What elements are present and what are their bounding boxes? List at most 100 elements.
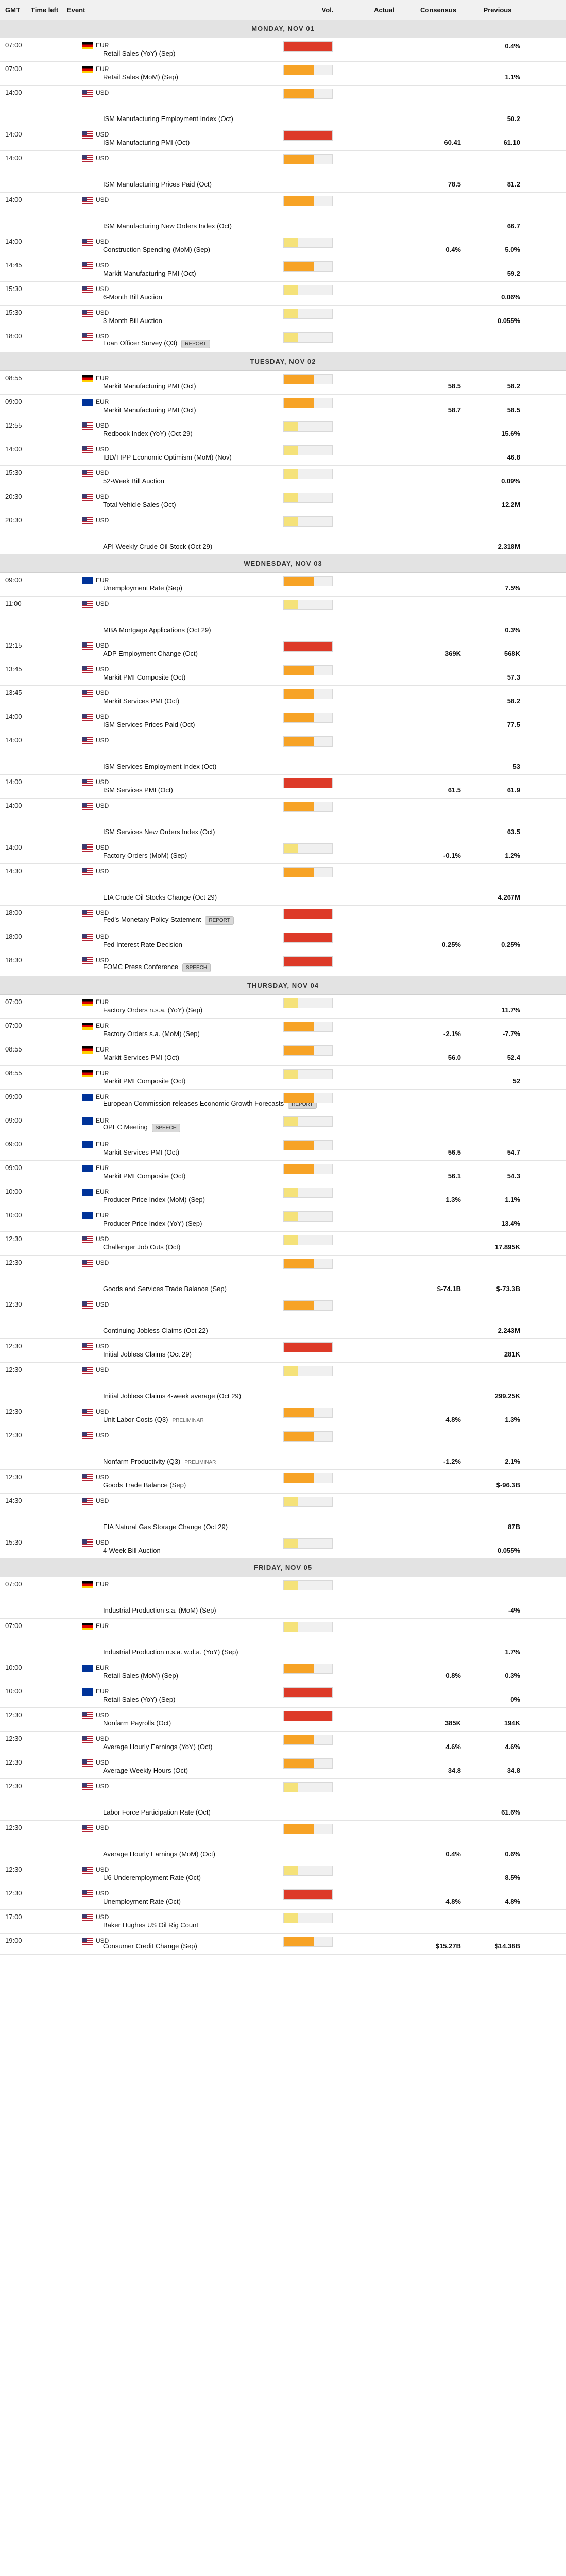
event-title[interactable]: Unit Labor Costs (Q3) xyxy=(103,1416,168,1423)
event-name[interactable]: Initial Jobless Claims 4-week average (O… xyxy=(103,1392,241,1400)
event-title[interactable]: Retail Sales (MoM) (Sep) xyxy=(103,73,178,81)
event-row[interactable]: 07:00 EUR Industrial Production s.a. (MoM)… xyxy=(0,1577,566,1619)
event-name[interactable]: Unemployment Rate (Oct) xyxy=(103,1897,181,1905)
event-title[interactable]: Markit Services PMI (Oct) xyxy=(103,697,180,705)
event-title[interactable]: Redbook Index (YoY) (Oct 29) xyxy=(103,430,193,437)
event-title[interactable]: MBA Mortgage Applications (Oct 29) xyxy=(103,626,211,634)
event-title[interactable]: OPEC Meeting xyxy=(103,1123,148,1131)
event-title[interactable]: ISM Manufacturing New Orders Index (Oct) xyxy=(103,222,232,230)
event-row[interactable]: 20:30 USD API Weekly Crude Oil Stock (Oct … xyxy=(0,513,566,555)
event-name[interactable]: API Weekly Crude Oil Stock (Oct 29) xyxy=(103,543,212,550)
event-name[interactable]: 52-Week Bill Auction xyxy=(103,477,164,485)
event-row[interactable]: 14:00 USD ISM Manufacturing Employment Ind… xyxy=(0,86,566,127)
event-row[interactable]: 17:00 USD Baker Hughes US Oil Rig Count xyxy=(0,1910,566,1934)
event-title[interactable]: Average Hourly Earnings (MoM) (Oct) xyxy=(103,1850,215,1858)
event-title[interactable]: Challenger Job Cuts (Oct) xyxy=(103,1243,181,1251)
event-row[interactable]: 14:00 USD ISM Services Prices Paid (Oct) 77… xyxy=(0,709,566,733)
event-title[interactable]: Industrial Production n.s.a. w.d.a. (YoY… xyxy=(103,1648,238,1656)
event-title[interactable]: Markit Services PMI (Oct) xyxy=(103,1148,180,1156)
event-row[interactable]: 18:30 USD FOMC Press Conference SPEECH xyxy=(0,953,566,977)
event-row[interactable]: 12:30 USD Challenger Job Cuts (Oct) 17.895K xyxy=(0,1232,566,1256)
event-title[interactable]: ISM Manufacturing Prices Paid (Oct) xyxy=(103,180,212,188)
event-row[interactable]: 07:00 EUR Factory Orders s.a. (MoM) (Sep) -… xyxy=(0,1019,566,1042)
event-row[interactable]: 09:00 EUR Markit Manufacturing PMI (Oct) 58… xyxy=(0,395,566,418)
event-title[interactable]: Retail Sales (YoY) (Sep) xyxy=(103,1696,176,1703)
event-title[interactable]: IBD/TIPP Economic Optimism (MoM) (Nov) xyxy=(103,453,232,461)
event-name[interactable]: Total Vehicle Sales (Oct) xyxy=(103,501,176,509)
event-row[interactable]: 12:30 USD Goods and Services Trade Balance… xyxy=(0,1256,566,1297)
event-title[interactable]: Markit Manufacturing PMI (Oct) xyxy=(103,406,196,414)
event-title[interactable]: ISM Services Prices Paid (Oct) xyxy=(103,721,195,728)
event-title[interactable]: API Weekly Crude Oil Stock (Oct 29) xyxy=(103,543,213,550)
event-row[interactable]: 14:00 USD ISM Manufacturing Prices Paid (O… xyxy=(0,151,566,193)
event-name[interactable]: Challenger Job Cuts (Oct) xyxy=(103,1243,180,1251)
event-title[interactable]: Initial Jobless Claims (Oct 29) xyxy=(103,1350,192,1358)
event-title[interactable]: Markit Manufacturing PMI (Oct) xyxy=(103,382,196,390)
event-title[interactable]: Producer Price Index (MoM) (Sep) xyxy=(103,1196,205,1204)
event-title[interactable]: Fed's Monetary Policy Statement xyxy=(103,916,201,923)
event-name[interactable]: ISM Manufacturing Employment Index (Oct) xyxy=(103,115,233,123)
event-name[interactable]: EIA Natural Gas Storage Change (Oct 29) xyxy=(103,1523,228,1531)
event-row[interactable]: 15:30 USD 4-Week Bill Auction 0.055% xyxy=(0,1535,566,1559)
event-name[interactable]: ISM Manufacturing PMI (Oct) xyxy=(103,139,190,146)
event-row[interactable]: 14:00 USD Construction Spending (MoM) (Sep… xyxy=(0,234,566,258)
event-row[interactable]: 09:00 EUR Markit Services PMI (Oct) 56.5 54.… xyxy=(0,1137,566,1161)
event-row[interactable]: 12:30 USD Average Hourly Earnings (MoM) (O… xyxy=(0,1821,566,1862)
event-title[interactable]: Retail Sales (MoM) (Sep) xyxy=(103,1672,178,1680)
event-title[interactable]: Markit PMI Composite (Oct) xyxy=(103,1172,186,1180)
event-name[interactable]: Markit PMI Composite (Oct) xyxy=(103,673,185,681)
event-name[interactable]: 4-Week Bill Auction xyxy=(103,1547,161,1554)
event-name[interactable]: Continuing Jobless Claims (Oct 22) xyxy=(103,1327,208,1334)
event-row[interactable]: 20:30 USD Total Vehicle Sales (Oct) 12.2M xyxy=(0,489,566,513)
event-name[interactable]: ADP Employment Change (Oct) xyxy=(103,650,198,657)
event-row[interactable]: 08:55 EUR Markit PMI Composite (Oct) 52 xyxy=(0,1066,566,1090)
event-title[interactable]: EIA Natural Gas Storage Change (Oct 29) xyxy=(103,1523,228,1531)
event-row[interactable]: 07:00 EUR Retail Sales (MoM) (Sep) 1.1% xyxy=(0,62,566,86)
event-title[interactable]: ISM Manufacturing PMI (Oct) xyxy=(103,139,190,146)
event-title[interactable]: 4-Week Bill Auction xyxy=(103,1547,161,1554)
event-name[interactable]: Retail Sales (YoY) (Sep) xyxy=(103,1696,175,1703)
event-title[interactable]: Construction Spending (MoM) (Sep) xyxy=(103,246,211,253)
event-name[interactable]: Industrial Production n.s.a. w.d.a. (YoY… xyxy=(103,1648,238,1656)
event-row[interactable]: 13:45 USD Markit PMI Composite (Oct) 57.3 xyxy=(0,662,566,686)
event-title[interactable]: 3-Month Bill Auction xyxy=(103,317,162,325)
event-title[interactable]: European Commission releases Economic Gr… xyxy=(103,1099,284,1107)
event-name[interactable]: Markit Manufacturing PMI (Oct) xyxy=(103,406,196,414)
event-title[interactable]: Initial Jobless Claims 4-week average (O… xyxy=(103,1392,242,1400)
event-name[interactable]: Initial Jobless Claims (Oct 29) xyxy=(103,1350,192,1358)
event-row[interactable]: 15:30 USD 52-Week Bill Auction 0.09% xyxy=(0,466,566,489)
event-title[interactable]: Markit PMI Composite (Oct) xyxy=(103,673,186,681)
event-row[interactable]: 12:30 USD Goods Trade Balance (Sep) $-96.3B xyxy=(0,1470,566,1494)
event-name[interactable]: ISM Manufacturing Prices Paid (Oct) xyxy=(103,180,212,188)
event-row[interactable]: 14:00 USD IBD/TIPP Economic Optimism (MoM)… xyxy=(0,442,566,466)
event-row[interactable]: 14:00 USD ISM Manufacturing New Orders Ind… xyxy=(0,193,566,234)
event-name[interactable]: Consumer Credit Change (Sep) xyxy=(103,1942,197,1950)
event-row[interactable]: 14:30 USD EIA Natural Gas Storage Change (… xyxy=(0,1494,566,1535)
event-name[interactable]: Redbook Index (YoY) (Oct 29) xyxy=(103,430,193,437)
event-name[interactable]: MBA Mortgage Applications (Oct 29) xyxy=(103,626,211,634)
event-row[interactable]: 12:30 USD Unemployment Rate (Oct) 4.8% 4.8% xyxy=(0,1886,566,1910)
event-name[interactable]: Markit Manufacturing PMI (Oct) xyxy=(103,269,196,277)
event-name[interactable]: Retail Sales (MoM) (Sep) xyxy=(103,73,178,81)
event-title[interactable]: ISM Manufacturing Employment Index (Oct) xyxy=(103,115,233,123)
event-row[interactable]: 14:00 USD Factory Orders (MoM) (Sep) -0.1% 1… xyxy=(0,840,566,864)
event-row[interactable]: 07:00 EUR Retail Sales (YoY) (Sep) 0.4% xyxy=(0,38,566,62)
event-name[interactable]: Nonfarm Payrolls (Oct) xyxy=(103,1719,171,1727)
event-title[interactable]: Factory Orders n.s.a. (YoY) (Sep) xyxy=(103,1006,203,1014)
event-name[interactable]: Goods Trade Balance (Sep) xyxy=(103,1481,186,1489)
event-row[interactable]: 12:30 USD Initial Jobless Claims 4-week av… xyxy=(0,1363,566,1404)
event-title[interactable]: Retail Sales (YoY) (Sep) xyxy=(103,49,176,57)
event-row[interactable]: 18:00 USD Fed Interest Rate Decision 0.25% 0… xyxy=(0,929,566,953)
event-row[interactable]: 07:00 EUR Factory Orders n.s.a. (YoY) (Sep… xyxy=(0,995,566,1019)
event-name[interactable]: FOMC Press Conference SPEECH xyxy=(103,963,211,972)
event-row[interactable]: 19:00 USD Consumer Credit Change (Sep) $15.… xyxy=(0,1934,566,1955)
event-title[interactable]: FOMC Press Conference xyxy=(103,963,178,971)
event-row[interactable]: 12:30 USD Nonfarm Payrolls (Oct) 385K 194K xyxy=(0,1708,566,1732)
event-row[interactable]: 12:55 USD Redbook Index (YoY) (Oct 29) 15.6… xyxy=(0,418,566,442)
event-title[interactable]: Unemployment Rate (Oct) xyxy=(103,1897,181,1905)
event-name[interactable]: OPEC Meeting SPEECH xyxy=(103,1123,180,1132)
event-name[interactable]: Average Hourly Earnings (YoY) (Oct) xyxy=(103,1743,212,1751)
event-row[interactable]: 11:00 USD MBA Mortgage Applications (Oct 2… xyxy=(0,597,566,638)
event-name[interactable]: Producer Price Index (YoY) (Sep) xyxy=(103,1219,202,1227)
event-title[interactable]: Labor Force Participation Rate (Oct) xyxy=(103,1808,211,1816)
